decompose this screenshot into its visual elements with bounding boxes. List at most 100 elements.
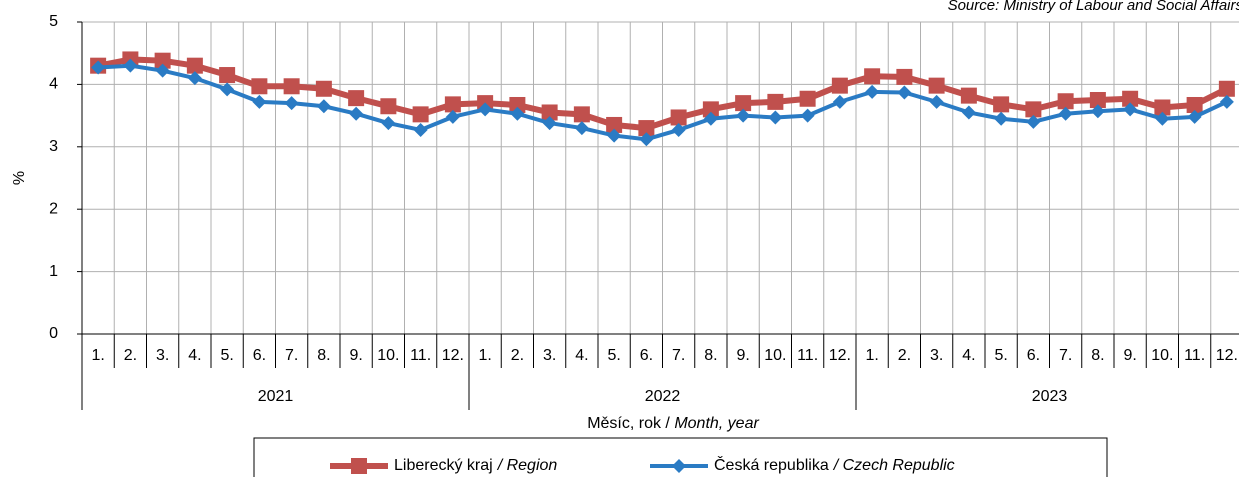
group-label: 2023 [1032,388,1068,405]
marker [1058,106,1073,121]
x-tick-label: 2. [511,347,524,364]
marker [606,116,623,133]
marker [1219,94,1234,109]
marker [541,104,558,121]
marker [929,94,944,109]
marker [607,128,622,143]
marker [154,52,171,69]
x-tick-label: 10. [764,347,786,364]
marker [186,57,203,74]
marker [1187,109,1202,124]
marker [574,121,589,136]
marker [219,67,236,84]
marker [1123,102,1138,117]
x-tick-label: 3. [930,347,943,364]
x-tick-label: 11. [410,347,431,364]
marker [252,94,267,109]
y-tick-label: 5 [49,13,58,30]
y-tick-label: 4 [49,76,58,93]
x-tick-label: 1. [865,347,878,364]
x-tick-label: 12. [1216,347,1238,364]
marker [478,102,493,117]
marker [1186,96,1203,113]
marker [994,111,1009,126]
legend-name: Liberecký kraj [394,457,493,474]
marker [315,80,332,97]
x-tick-label: 4. [962,347,975,364]
marker [993,96,1010,113]
x-tick-label: 3. [156,347,169,364]
y-tick-label: 3 [49,138,58,155]
legend-name-en: / Region [497,457,558,474]
x-tick-label: 4. [575,347,588,364]
legend-label: Česká republika / Czech Republic [714,455,955,474]
marker [220,82,235,97]
x-tick-label: 7. [672,347,685,364]
marker [445,109,460,124]
marker [928,77,945,94]
marker [670,109,687,126]
x-tick-label: 3. [543,347,556,364]
marker [91,60,106,75]
x-axis-label-en: Month, year [674,415,759,432]
marker [351,458,367,474]
x-tick-label: 7. [1059,347,1072,364]
x-tick-label: 8. [1091,347,1104,364]
marker [671,122,686,137]
legend-name-en: / Czech Republic [833,457,955,474]
marker [251,78,268,95]
marker [638,120,655,137]
marker [703,111,718,126]
x-tick-label: 7. [285,347,298,364]
marker [799,90,816,107]
marker [672,459,686,473]
marker [702,101,719,118]
marker [864,68,881,85]
x-tick-label: 11. [1184,347,1205,364]
marker [381,116,396,131]
marker [284,96,299,111]
legend-name: Česká republika [714,455,829,474]
y-axis-label: % [11,171,28,185]
marker [896,68,913,85]
x-tick-label: 6. [253,347,266,364]
marker [380,98,397,115]
marker [1090,104,1105,119]
marker [510,106,525,121]
marker [800,108,815,123]
marker [542,116,557,131]
marker [897,85,912,100]
x-tick-label: 5. [607,347,620,364]
marker [831,77,848,94]
x-axis-label-cz: Měsíc, rok / [587,415,674,432]
x-tick-label: 2. [898,347,911,364]
x-tick-label: 8. [317,347,330,364]
marker [735,95,752,112]
legend-label: Liberecký kraj / Region [394,457,557,474]
marker [1026,114,1041,129]
x-tick-label: 8. [704,347,717,364]
group-label: 2022 [645,388,681,405]
marker [412,106,429,123]
marker [865,84,880,99]
marker [767,93,784,110]
x-tick-label: 11. [797,347,818,364]
marker [155,63,170,78]
x-tick-label: 1. [91,347,104,364]
marker [832,94,847,109]
x-tick-label: 10. [1151,347,1173,364]
x-tick-label: 2. [124,347,137,364]
x-axis-label: Měsíc, rok / Month, year [587,415,759,432]
marker [444,96,461,113]
x-tick-label: 9. [349,347,362,364]
marker [187,71,202,86]
x-tick-label: 1. [478,347,491,364]
marker [316,99,331,114]
marker [768,110,783,125]
marker [349,106,364,121]
x-tick-label: 12. [829,347,851,364]
marker [123,58,138,73]
marker [413,122,428,137]
